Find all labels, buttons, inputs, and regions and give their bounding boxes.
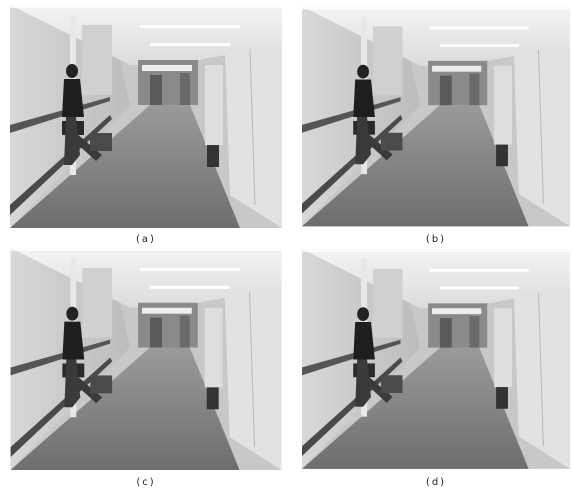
caption: (a) bbox=[136, 234, 156, 245]
caption: (b) bbox=[426, 234, 446, 245]
image-c bbox=[11, 248, 282, 470]
image-a bbox=[10, 5, 282, 228]
image-b bbox=[302, 7, 570, 227]
caption: (d) bbox=[426, 477, 446, 488]
figure: (a) (b) (c) (d) bbox=[0, 0, 572, 493]
page: (a) (b) (c) (d) (() => { const data = JS… bbox=[0, 0, 572, 493]
caption: (c) bbox=[136, 477, 155, 488]
image-d bbox=[302, 249, 570, 469]
